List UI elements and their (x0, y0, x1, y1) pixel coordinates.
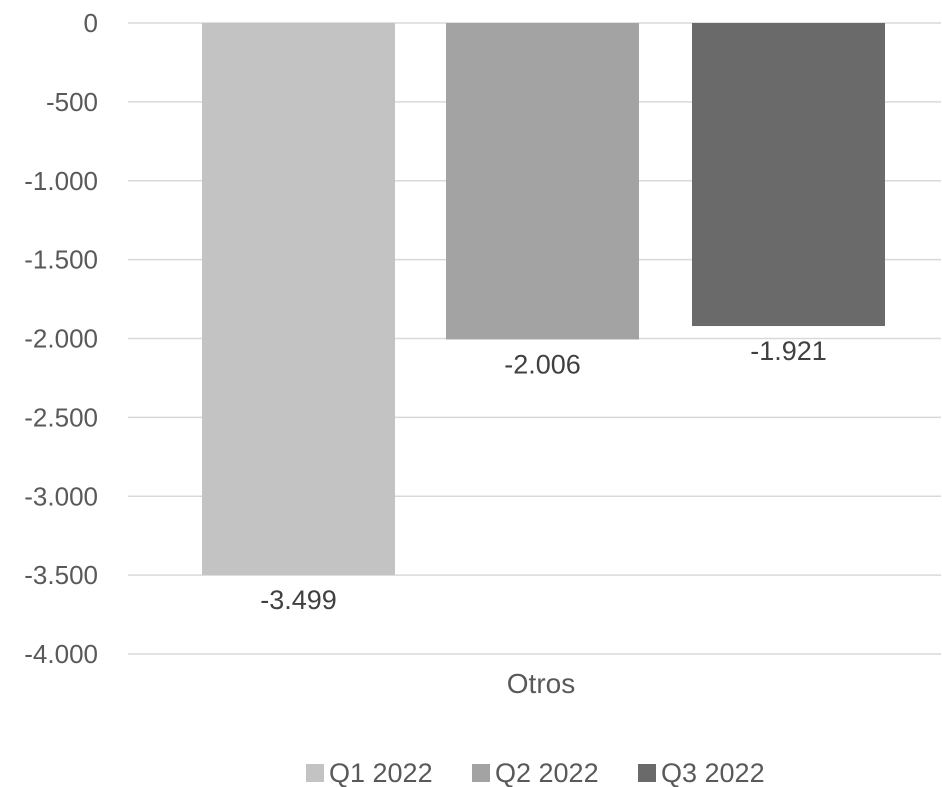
y-tick-label: 0 (84, 8, 98, 38)
y-tick-label: -2.500 (24, 402, 98, 432)
data-labels: -3.499 -2.006 -1.921 (260, 336, 827, 615)
x-axis: Otros (507, 668, 575, 699)
y-tick-label: -3.000 (24, 481, 98, 511)
bars (202, 23, 885, 575)
legend-swatch (306, 764, 324, 782)
y-tick-label: -2.000 (24, 324, 98, 354)
data-label: -2.006 (504, 349, 581, 379)
y-axis: 0 -500 -1.000 -1.500 -2.000 -2.500 -3.000 -3.50… (24, 8, 98, 669)
y-tick-label: -1.500 (24, 245, 98, 275)
legend-label: Q1 2022 (329, 758, 433, 787)
bar-q2-2022 (446, 23, 639, 340)
legend-label: Q2 2022 (495, 758, 599, 787)
legend-swatch (472, 764, 490, 782)
y-tick-label: -3.500 (24, 560, 98, 590)
legend-swatch (638, 764, 656, 782)
data-label: -1.921 (750, 336, 827, 366)
y-tick-label: -4.000 (24, 639, 98, 669)
bar-q1-2022 (202, 23, 395, 575)
y-tick-label: -500 (46, 87, 98, 117)
y-tick-label: -1.000 (24, 166, 98, 196)
bar-q3-2022 (692, 23, 885, 327)
category-label: Otros (507, 668, 575, 699)
legend: Q1 2022 Q2 2022 Q3 2022 (306, 758, 765, 787)
data-label: -3.499 (260, 585, 337, 615)
legend-label: Q3 2022 (661, 758, 765, 787)
